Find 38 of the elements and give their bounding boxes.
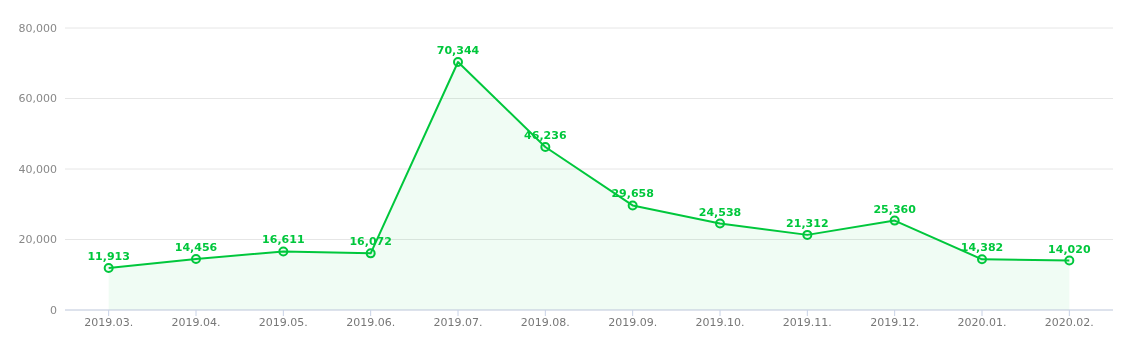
data-label: 11,913 bbox=[87, 250, 130, 264]
point bbox=[453, 57, 463, 68]
x-tick-label: 2019.12. bbox=[870, 315, 920, 329]
point bbox=[802, 229, 813, 240]
data-label: 24,538 bbox=[698, 205, 742, 219]
y-tick-label: 0 bbox=[50, 303, 57, 317]
data-label: 14,020 bbox=[1048, 242, 1091, 256]
point bbox=[103, 263, 114, 274]
x-tick-label: 2019.03. bbox=[84, 315, 134, 329]
point bbox=[1064, 255, 1075, 266]
x-tick-label: 2019.09. bbox=[608, 315, 658, 329]
x-tick-label: 2020.02. bbox=[1044, 315, 1094, 329]
x-tick-label: 2019.10. bbox=[695, 315, 745, 329]
point bbox=[627, 200, 638, 211]
y-tick-label: 40,000 bbox=[18, 162, 57, 176]
y-tick-label: 60,000 bbox=[18, 92, 57, 106]
x-tick-label: 2019.08. bbox=[520, 315, 570, 329]
point bbox=[977, 254, 987, 265]
point bbox=[191, 254, 201, 265]
y-tick-label: 20,000 bbox=[18, 233, 57, 247]
point bbox=[278, 246, 289, 257]
y-tick-label: 80,000 bbox=[18, 21, 57, 35]
data-label: 14,456 bbox=[174, 241, 218, 255]
data-label: 21,312 bbox=[786, 216, 829, 230]
point bbox=[715, 218, 725, 229]
data-label: 16,611 bbox=[262, 233, 305, 247]
point bbox=[889, 215, 900, 226]
x-tick-label: 2019.07. bbox=[433, 315, 483, 329]
data-label: 14,382 bbox=[960, 241, 1004, 255]
data-label: 70,344 bbox=[436, 44, 480, 58]
point bbox=[365, 248, 376, 259]
x-tick-label: 2019.06. bbox=[346, 315, 396, 329]
x-tick-label: 2019.04. bbox=[171, 315, 221, 329]
data-label: 25,360 bbox=[873, 202, 917, 216]
x-tick-label: 2019.11. bbox=[782, 315, 832, 329]
x-tick-label: 2019.05. bbox=[258, 315, 308, 329]
point bbox=[540, 142, 551, 153]
x-tick-label: 2020.01. bbox=[957, 315, 1007, 329]
